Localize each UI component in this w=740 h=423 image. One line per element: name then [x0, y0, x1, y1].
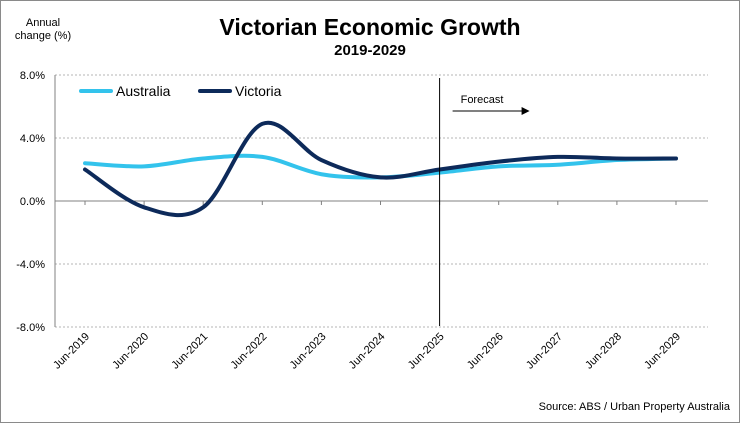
- series-lines: [83, 120, 678, 218]
- axes: [54, 75, 708, 327]
- y-tick-label: -4.0%: [16, 259, 45, 271]
- legend-label: Victoria: [235, 83, 282, 99]
- legend-label: Australia: [116, 83, 171, 99]
- x-tick-label: Jun-2021: [169, 331, 210, 372]
- x-tick-label: Jun-2022: [228, 331, 269, 372]
- x-tick-label: Jun-2024: [347, 331, 388, 372]
- source-note: Source: ABS / Urban Property Australia: [538, 401, 730, 413]
- x-tick-label: Jun-2025: [406, 331, 447, 372]
- x-tick-label: Jun-2020: [110, 331, 151, 372]
- gridlines: [55, 74, 708, 328]
- x-tick-label: Jun-2027: [524, 331, 565, 372]
- x-tick-label: Jun-2029: [642, 331, 683, 372]
- x-tick-label: Jun-2028: [583, 331, 624, 372]
- forecast-label: Forecast: [461, 94, 504, 106]
- x-tick-label: Jun-2019: [51, 331, 92, 372]
- y-axis-label-line2: change (%): [14, 30, 72, 42]
- y-tick-labels: 8.0% 4.0% 0.0% -4.0% -8.0%: [16, 70, 45, 334]
- y-tick-label: 0.0%: [20, 196, 45, 208]
- x-tick-label: Jun-2023: [288, 331, 329, 372]
- y-axis-label-line1: Annual: [25, 17, 61, 29]
- chart-title: Victorian Economic Growth: [219, 14, 521, 40]
- forecast-arrow-head: [521, 107, 530, 115]
- x-tick-labels: Jun-2019 Jun-2020 Jun-2021 Jun-2022 Jun-2023…: [51, 331, 683, 372]
- y-tick-label: -8.0%: [16, 322, 45, 334]
- chart-subtitle: 2019-2029: [334, 42, 406, 59]
- y-axis-label: Annual change (%): [8, 17, 78, 43]
- y-tick-label: 8.0%: [20, 70, 45, 82]
- legend: Australia Victoria: [79, 83, 282, 99]
- series-line-victoria: [83, 120, 678, 218]
- x-tick-label: Jun-2026: [465, 331, 506, 372]
- y-tick-label: 4.0%: [20, 133, 45, 145]
- forecast-annotation: Forecast: [439, 78, 530, 326]
